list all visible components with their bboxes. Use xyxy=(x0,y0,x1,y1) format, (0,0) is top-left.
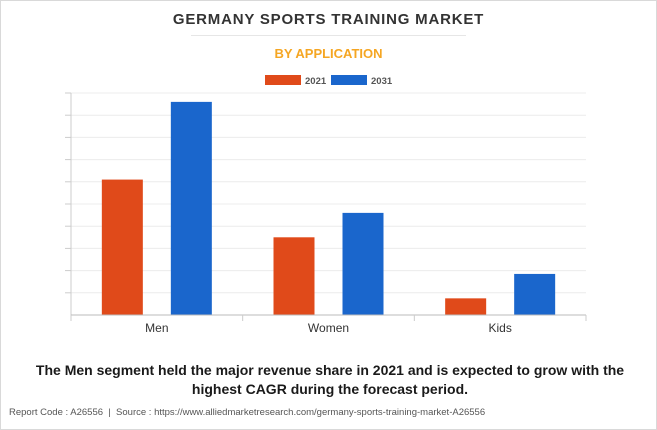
gridlines xyxy=(65,92,586,294)
axes: Men Women Kids xyxy=(70,93,587,335)
x-tick-label: Women xyxy=(308,321,349,335)
x-tick-label: Men xyxy=(145,321,168,335)
legend-label: 2031 xyxy=(371,76,393,87)
bar xyxy=(273,237,315,315)
legend: 2021 2031 xyxy=(265,75,393,87)
bar xyxy=(445,298,487,315)
bar xyxy=(342,212,384,315)
legend-swatch xyxy=(265,75,301,85)
chart-title: GERMANY SPORTS TRAINING MARKET xyxy=(172,11,485,28)
x-tick-label: Kids xyxy=(488,321,511,335)
footer: Report Code : A26556 | Source : https://… xyxy=(9,407,485,418)
report-code: Report Code : A26556 xyxy=(9,407,104,418)
bar xyxy=(514,273,556,315)
source-link[interactable]: Source : https://www.alliedmarketresearc… xyxy=(116,407,486,418)
chart-subtitle: BY APPLICATION xyxy=(274,46,383,61)
bar xyxy=(170,101,212,315)
bar xyxy=(101,179,143,315)
footer-separator: | xyxy=(108,407,111,418)
chart-caption: The Men segment held the major revenue s… xyxy=(35,362,625,397)
legend-label: 2021 xyxy=(305,76,327,87)
bars xyxy=(101,101,556,315)
title-divider xyxy=(191,35,466,36)
legend-swatch xyxy=(331,75,367,85)
bar-chart: 2021 2031 Men Women Kids xyxy=(65,75,587,335)
